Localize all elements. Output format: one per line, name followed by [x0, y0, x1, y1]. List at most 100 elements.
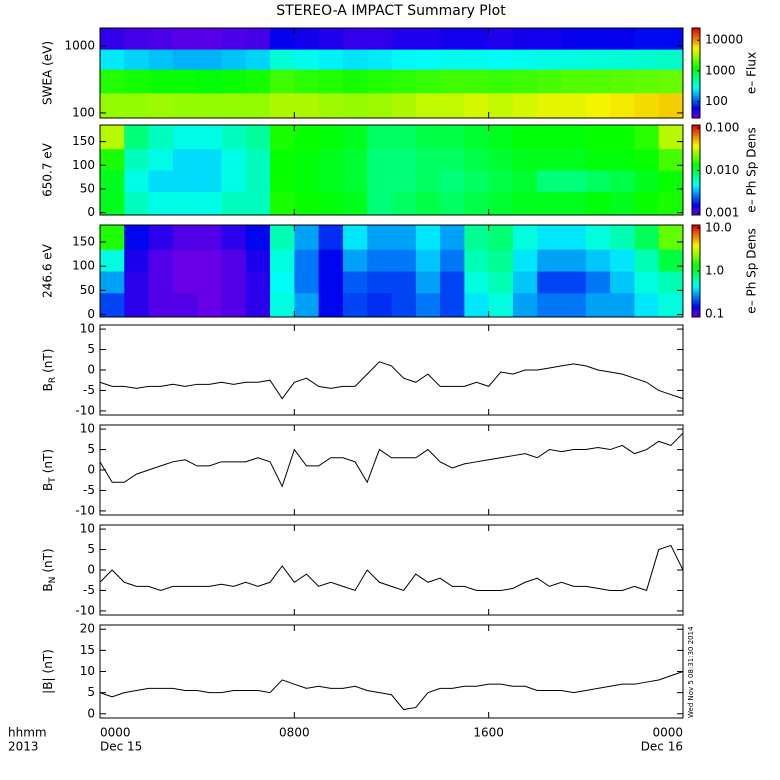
data-line [99, 671, 684, 711]
heatmap-cell [391, 125, 417, 150]
heatmap-cell [488, 191, 514, 216]
y-tick-label: 5 [87, 442, 95, 456]
colorbar-swatch [692, 284, 700, 287]
heatmap-cell [488, 28, 514, 50]
colorbar-swatch [692, 61, 700, 63]
colorbar-swatch [692, 297, 700, 300]
colorbar-swatch [692, 240, 700, 243]
colorbar-tick-label: 10.0 [705, 220, 732, 234]
colorbar-swatch [692, 77, 700, 80]
colorbar-swatch [692, 289, 700, 292]
heatmap-cell [634, 92, 660, 119]
heatmap-cell [367, 92, 392, 119]
colorbar-swatch [692, 140, 700, 142]
colorbar-swatch [692, 244, 700, 247]
heatmap-cell [634, 69, 660, 94]
heatmap-cell [124, 271, 150, 294]
y-label-main: |B| [41, 677, 55, 693]
colorbar-swatch [692, 277, 700, 280]
colorbar-swatch [692, 301, 700, 304]
colorbar-swatch [692, 153, 700, 156]
colorbar-swatch [692, 113, 700, 116]
colorbar-swatch [692, 82, 700, 84]
heatmap-cell [124, 49, 150, 70]
colorbar-swatch [692, 310, 700, 313]
y-tick-label: -5 [83, 383, 95, 397]
colorbar-swatch [692, 204, 700, 207]
heatmap-cell [148, 292, 174, 318]
heatmap-cell [367, 148, 392, 171]
colorbar-swatch [692, 275, 700, 278]
colorbar-swatch [692, 185, 700, 187]
heatmap-cell [221, 28, 247, 50]
heatmap-cell [488, 170, 514, 192]
heatmap-cell [294, 271, 320, 294]
heatmap-cell [245, 125, 271, 150]
heatmap-cell [440, 191, 465, 216]
heatmap-cell [294, 69, 320, 94]
heatmap-cell [367, 125, 392, 150]
heatmap-cell [512, 125, 538, 150]
end-date: Dec 16 [641, 740, 683, 754]
colorbar-label: e– Ph Sp Dens [745, 228, 759, 313]
heatmap-cell [658, 92, 684, 119]
heatmap-cell [342, 249, 368, 272]
heatmap-cell [197, 49, 222, 70]
heatmap-cell [245, 191, 271, 216]
heatmap-cell [512, 148, 538, 171]
heatmap-cell [221, 148, 247, 171]
heatmap-cell [610, 49, 635, 70]
colorbar-swatch [692, 110, 700, 113]
colorbar-swatch [692, 188, 700, 190]
heatmap-cell [537, 125, 563, 150]
heatmap-cell [342, 125, 368, 150]
heatmap-cell [415, 125, 441, 150]
heatmap-cell [148, 225, 174, 250]
heatmap-cell [610, 28, 635, 50]
heatmap-cell [634, 249, 660, 272]
heatmap-cell [294, 225, 320, 250]
colorbar-swatch [692, 179, 700, 181]
colorbar-swatch [692, 68, 700, 71]
y-label-sub: R [48, 377, 58, 383]
colorbar-label: e– Ph Sp Dens [745, 127, 759, 212]
heatmap-cell [318, 191, 344, 216]
heatmap-cell [610, 271, 635, 294]
heatmap-cell [464, 249, 490, 272]
colorbar-swatch [692, 192, 700, 195]
heatmap-cell [197, 249, 222, 272]
colorbar-swatch [692, 34, 700, 36]
heatmap-cell [391, 170, 417, 192]
colorbar-frame [691, 27, 701, 119]
heatmap-cell [270, 69, 295, 94]
heatmap-cell [124, 191, 150, 216]
heatmap-cell [294, 92, 320, 119]
colorbar-swatch [692, 73, 700, 75]
y-tick-label: 10 [80, 322, 95, 336]
heatmap-cell [270, 148, 295, 171]
heatmap-cell [585, 125, 611, 150]
colorbar-swatch [692, 263, 700, 266]
colorbar-swatch [692, 177, 700, 180]
y-axis-label: |B| (nT) [41, 649, 55, 694]
y-tick-label: 0 [87, 563, 95, 577]
colorbar-swatch [692, 109, 700, 111]
y-tick-label: 0 [87, 307, 95, 321]
heatmap-cell [221, 125, 247, 150]
heatmap-cell [318, 125, 344, 150]
colorbar-swatch [692, 306, 700, 309]
colorbar-tick-label: 10000 [705, 33, 743, 47]
heatmap-cell [440, 170, 465, 192]
heatmap-cell [634, 28, 660, 50]
colorbar-swatch [692, 112, 700, 114]
heatmap-cell [585, 225, 611, 250]
y-tick-label: 0 [87, 205, 95, 219]
colorbar-swatch [692, 171, 700, 174]
colorbar-swatch [692, 309, 700, 312]
heatmap-cell [318, 225, 344, 250]
y-tick-label: -5 [83, 583, 95, 597]
colorbar-swatch [692, 94, 700, 96]
colorbar-swatch [692, 40, 700, 42]
heatmap-cell [100, 148, 125, 171]
